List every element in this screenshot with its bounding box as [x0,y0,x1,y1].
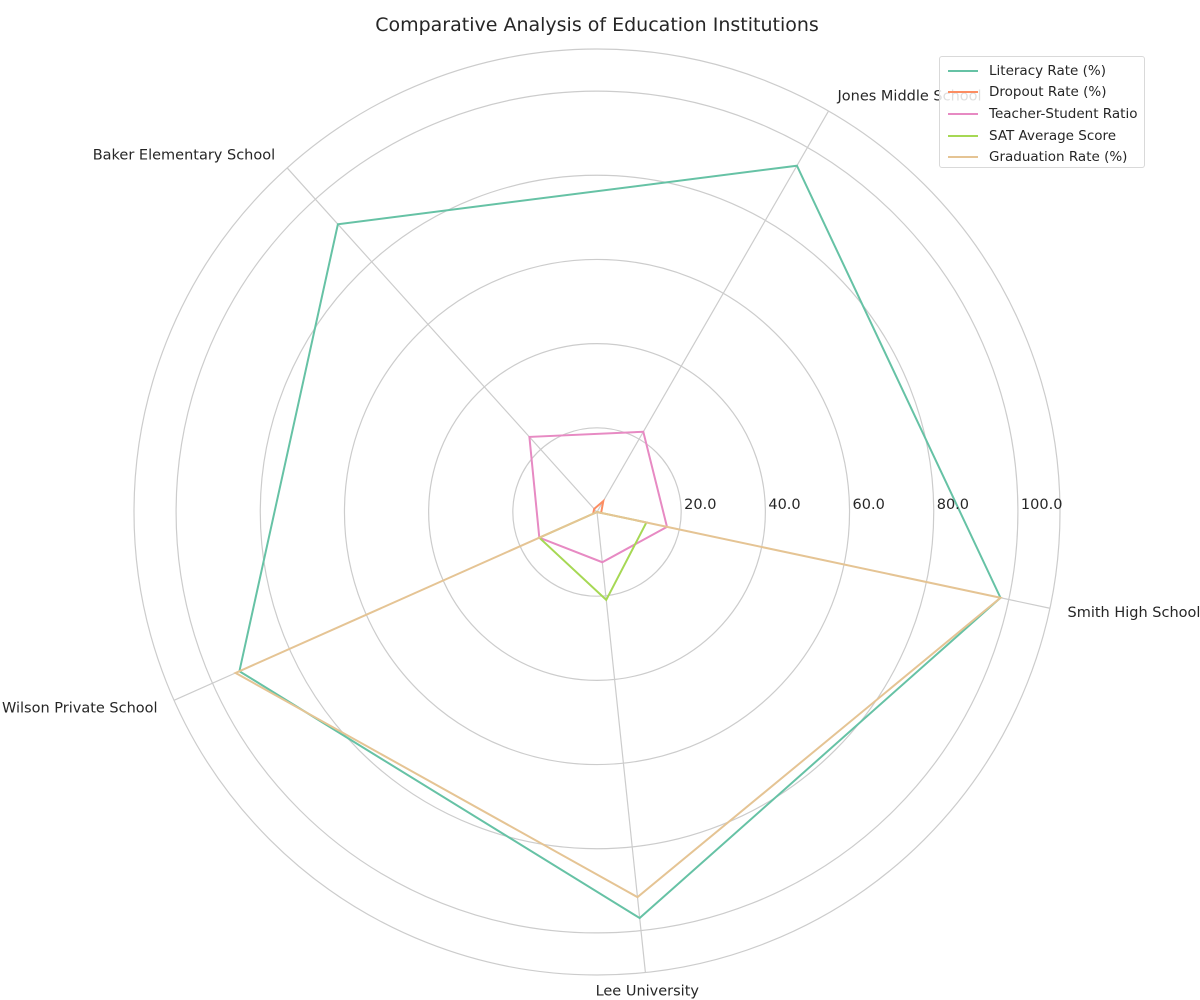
spoke-line [596,110,830,513]
radial-grid-circle [343,258,851,766]
category-label: Smith High School [1067,605,1200,621]
category-label: Baker Elementary School [93,148,275,164]
radial-grid-circle [175,90,1019,934]
spoke-line [596,511,646,973]
legend-label: SAT Average Score [989,127,1117,144]
radial-tick-label: 60.0 [853,497,885,513]
radial-tick-label: 100.0 [1021,497,1063,513]
category-label: Wilson Private School [2,701,158,717]
chart-title: Comparative Analysis of Education Instit… [375,14,819,36]
radial-grid-circle [259,174,935,850]
legend-item: Dropout Rate (%) [948,82,1144,104]
chart-legend: Literacy Rate (%) Dropout Rate (%) Teacher… [939,56,1145,168]
legend-item: Literacy Rate (%) [948,60,1144,82]
radial-grid-circle [428,343,766,681]
legend-item: Graduation Rate (%) [948,146,1144,168]
legend-swatch [948,69,978,72]
series-line [537,510,648,602]
legend-swatch [948,91,978,94]
legend-label: Graduation Rate (%) [989,149,1128,166]
category-label: Lee University [596,983,700,999]
legend-swatch [948,156,978,159]
radial-tick-label: 80.0 [937,497,969,513]
series-line [233,510,1003,899]
radial-tick-label: 20.0 [684,497,716,513]
legend-label: Teacher-Student Ratio [989,105,1138,122]
legend-item: Teacher-Student Ratio [948,103,1144,125]
legend-label: Dropout Rate (%) [989,84,1107,101]
series-line [528,430,669,564]
radial-grid-circle [512,427,682,597]
legend-label: Literacy Rate (%) [989,62,1107,79]
outer-boundary-circle [133,48,1061,976]
legend-swatch [948,134,978,137]
legend-swatch [948,112,978,115]
radial-tick-label: 40.0 [768,497,800,513]
spoke-line [286,167,598,513]
series-line [238,164,1002,920]
legend-item: SAT Average Score [948,125,1144,147]
